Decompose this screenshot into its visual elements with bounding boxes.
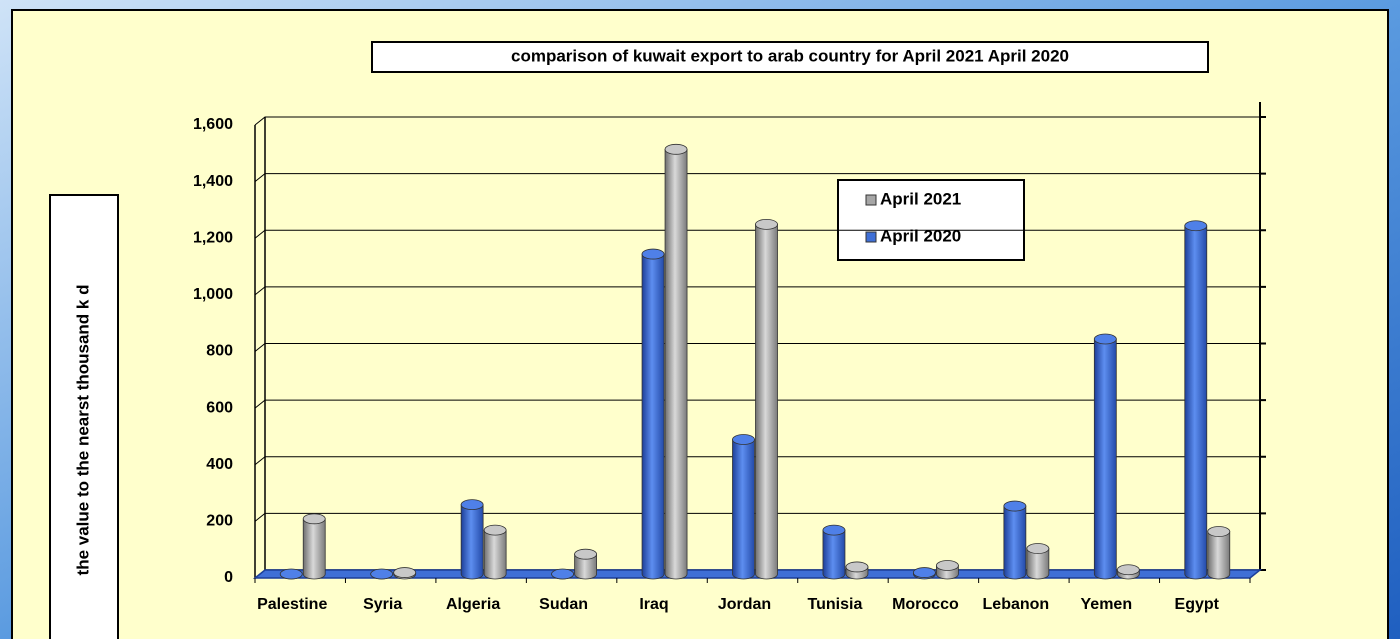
x-tick-label: Sudan [539, 596, 588, 613]
bar-body [460, 504, 484, 580]
grid-line [254, 512, 1260, 522]
bar-top [574, 548, 597, 560]
bar-top [845, 561, 869, 573]
y-tick-label: 800 [206, 343, 233, 360]
bar-top [1026, 543, 1050, 554]
bar-top [936, 560, 959, 571]
y-tick-label: 1,400 [193, 173, 233, 190]
bar-body [1207, 531, 1231, 580]
bar-body [755, 223, 778, 580]
bar-top [1093, 333, 1117, 345]
bar-body [574, 553, 597, 580]
x-tick-label: Syria [363, 596, 402, 613]
bar [1116, 564, 1140, 580]
bar [1184, 220, 1208, 580]
bar-top [1003, 500, 1027, 512]
bar-body [1184, 225, 1208, 580]
bar-top [732, 434, 755, 445]
x-tick-label: Algeria [446, 596, 500, 613]
grid-line [254, 399, 1260, 409]
bar-body [1093, 338, 1117, 580]
x-tick-label: Jordan [718, 596, 771, 613]
y-tick-label: 1,600 [193, 116, 233, 133]
bar-body [1026, 548, 1050, 580]
bar-body [483, 529, 507, 580]
legend-label: April 2021 [880, 189, 961, 208]
bar [460, 499, 484, 580]
x-tick-label: Palestine [257, 596, 327, 613]
bar [1093, 333, 1117, 580]
legend-label: April 2020 [880, 226, 961, 245]
bar-top [551, 568, 574, 580]
x-tick-label: Lebanon [983, 596, 1050, 613]
bar [913, 567, 936, 580]
bar-body [664, 148, 688, 580]
bar [755, 218, 778, 580]
x-tick-label: Morocco [892, 596, 959, 613]
bar [1026, 543, 1050, 580]
y-tick-label: 600 [206, 399, 233, 416]
grid-line [254, 229, 1260, 239]
panel [11, 9, 1389, 639]
bar [279, 568, 303, 580]
bar-body [302, 518, 326, 580]
bar-top [370, 568, 394, 580]
title-box [371, 41, 1209, 73]
y-tick-label: 200 [206, 513, 233, 530]
bar [732, 434, 755, 580]
bar [393, 567, 417, 580]
bar [302, 513, 326, 580]
bar-body [822, 529, 846, 580]
bar-top [393, 567, 417, 578]
x-tick-label: Egypt [1175, 596, 1220, 613]
y-tick-label: 1,200 [193, 229, 233, 246]
bar [574, 548, 597, 580]
bar [936, 560, 959, 580]
y-axis-label: the value to the nearst thousand k d [73, 285, 92, 576]
bar-body [1003, 505, 1027, 580]
bar-top [279, 568, 303, 580]
y-label-box [49, 194, 119, 639]
bar-top [641, 248, 665, 260]
bar-top [1207, 526, 1231, 537]
x-tick-label: Iraq [639, 596, 668, 613]
y-tick-label: 1,000 [193, 286, 233, 303]
bar [483, 524, 507, 580]
bar [641, 248, 665, 580]
grid-line [254, 286, 1260, 296]
grid-line [254, 343, 1260, 352]
bar-top [822, 524, 846, 536]
bar [551, 568, 574, 580]
bar-top [755, 218, 778, 230]
bar [1003, 500, 1027, 580]
x-tick-label: Tunisia [808, 596, 863, 613]
bar [822, 524, 846, 580]
legend-swatch [865, 194, 877, 206]
grid-line [254, 173, 1260, 183]
legend-swatch [865, 231, 877, 243]
y-tick-label: 400 [206, 456, 233, 473]
bar [664, 143, 688, 580]
legend [837, 179, 1025, 261]
bar-top [1116, 564, 1140, 576]
bar-body [641, 253, 665, 580]
y-tick-label: 0 [224, 569, 233, 586]
bar-top [913, 567, 936, 578]
chart-title: comparison of kuwait export to arab coun… [511, 46, 1069, 65]
x-tick-label: Yemen [1081, 596, 1133, 613]
grid-line [254, 116, 1260, 126]
bar [370, 568, 394, 580]
bar-top [483, 524, 507, 536]
bar-top [1184, 220, 1208, 232]
bar [1207, 526, 1231, 580]
grid-line [254, 456, 1260, 466]
bar-top [664, 143, 688, 155]
bar-body [732, 439, 755, 580]
bar-top [302, 513, 326, 525]
bar-top [460, 499, 484, 511]
bar [845, 561, 869, 580]
